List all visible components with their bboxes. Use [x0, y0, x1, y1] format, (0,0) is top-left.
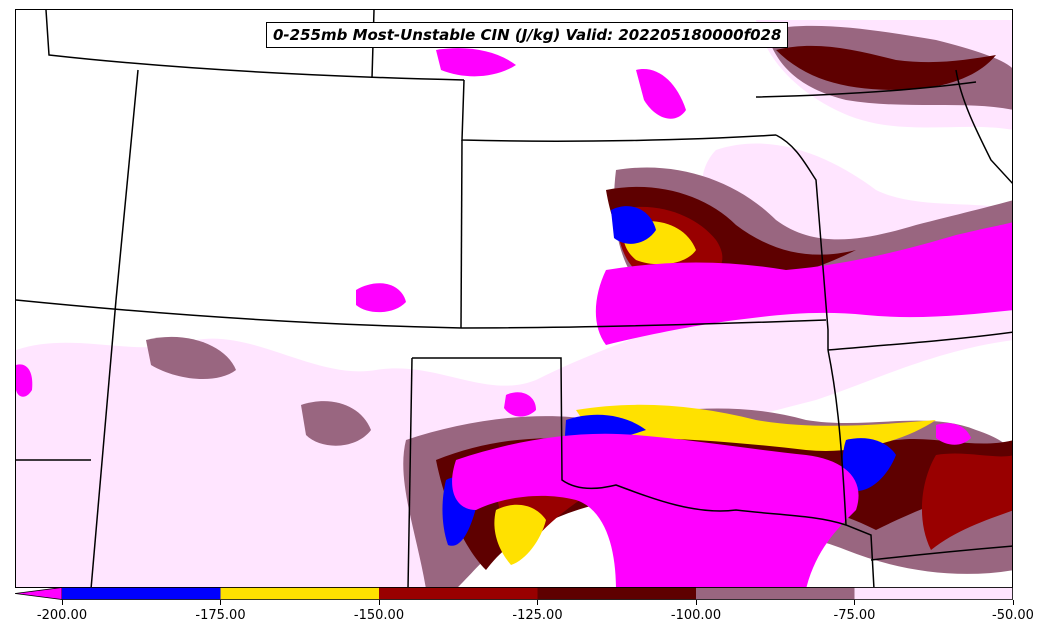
cin-magenta-region [16, 364, 33, 397]
border-line [827, 331, 1012, 351]
state-boundaries [16, 10, 1012, 587]
cin-magenta-region [436, 48, 516, 77]
border-line [775, 134, 829, 350]
colorbar-tick-label: -75.00 [833, 608, 876, 623]
border-line [407, 357, 413, 587]
cin-magenta-region [504, 392, 536, 417]
cin-map [16, 10, 1012, 587]
map-frame: 0-255mb Most-Unstable CIN (J/kg) Valid: … [15, 9, 1013, 588]
cin-magenta-region [595, 222, 1012, 345]
cin-darkred-region [776, 45, 996, 90]
cin-mauve-region [146, 336, 236, 380]
colorbar-tick-label: -150.00 [353, 608, 405, 623]
cin-blue-region [842, 438, 896, 491]
border-line [460, 139, 463, 329]
cin-yellow-region [576, 404, 936, 451]
cin-magenta-region [356, 283, 406, 313]
colorbar-tick-label: -100.00 [670, 608, 722, 623]
border-line [45, 10, 465, 81]
colorbar-tick-mark [378, 600, 380, 605]
colorbar-bin [537, 587, 696, 600]
colorbar-bin [854, 587, 1013, 600]
cin-magenta-region [936, 423, 971, 445]
colorbar-tick-label: -175.00 [195, 608, 246, 623]
colorbar [15, 587, 1013, 600]
colorbar-tick-label: -50.00 [992, 608, 1034, 623]
colorbar-tick-mark [220, 600, 221, 605]
cin-magenta-region [452, 433, 859, 587]
colorbar-tick-label: -200.00 [36, 608, 88, 623]
colorbar-bin [696, 587, 855, 600]
border-line [412, 357, 847, 526]
cin-blue-region [611, 206, 656, 244]
cin-magenta-region [636, 69, 686, 119]
cin-pink-region [134, 419, 282, 506]
map-title: 0-255mb Most-Unstable CIN (J/kg) Valid: … [266, 22, 789, 48]
border-line [90, 299, 117, 587]
border-line [870, 545, 1012, 561]
colorbar-tick-mark [61, 600, 63, 605]
border-line [955, 69, 1012, 184]
colorbar-bin [62, 587, 221, 600]
colorbar-extend-min [15, 587, 63, 600]
cin-yellow-region [494, 504, 546, 565]
colorbar-tick-mark [695, 600, 697, 605]
cin-mauve-region [301, 401, 371, 446]
border-line [461, 79, 777, 142]
colorbar-tick-label: -125.00 [512, 608, 563, 623]
colorbar-tick-mark [537, 600, 538, 605]
colorbar-bin [379, 587, 538, 600]
border-line [755, 81, 977, 98]
colorbar-bin [220, 587, 379, 600]
border-line [115, 69, 139, 301]
border-line [827, 349, 875, 587]
colorbar-outline [62, 587, 1013, 600]
colorbar-tick-mark [854, 600, 855, 605]
colorbar-tick-mark [1012, 600, 1014, 605]
cin-shading [16, 20, 1012, 587]
cin-red-region [922, 453, 1012, 550]
